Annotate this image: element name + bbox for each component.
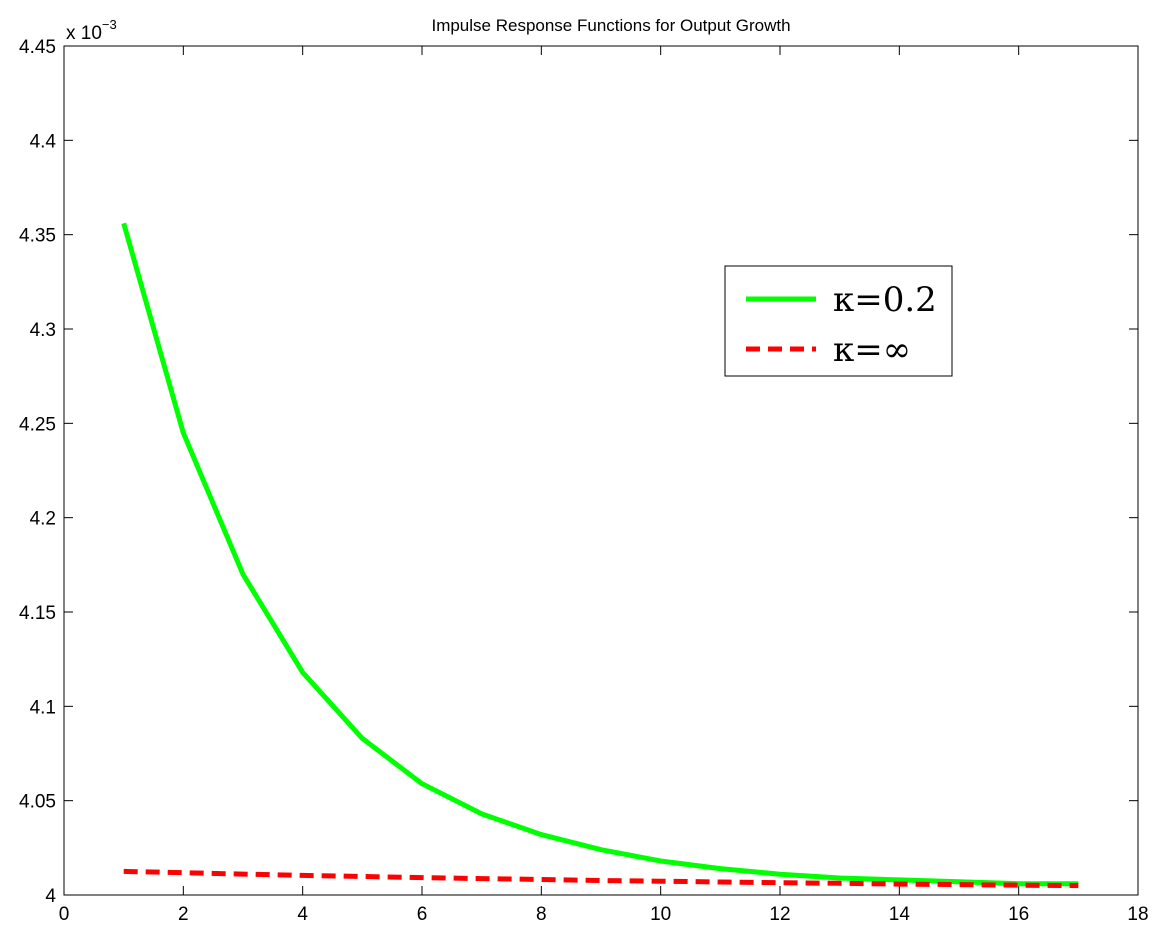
y-multiplier-exponent: −3 bbox=[102, 17, 117, 32]
series-layer bbox=[121, 222, 1079, 889]
x-tick-label: 6 bbox=[417, 904, 428, 925]
x-tick-label: 2 bbox=[178, 904, 189, 925]
chart-title: Impulse Response Functions for Output Gr… bbox=[431, 16, 790, 35]
y-tick-label: 4.05 bbox=[19, 792, 56, 813]
x-tick-label: 4 bbox=[297, 904, 308, 925]
plot-area bbox=[63, 45, 1139, 896]
x-tick-label: 18 bbox=[1127, 904, 1148, 925]
y-tick-label: 4 bbox=[45, 886, 56, 907]
y-tick-label: 4.25 bbox=[19, 414, 56, 435]
legend-box bbox=[724, 265, 953, 377]
axis-ticks: 0 2 4 6 8 10 12 14 16 18 4 4.05 4.1 4.15 4.2 4.25 4.3 4.3… bbox=[19, 37, 1149, 925]
y-tick-label: 4.3 bbox=[30, 320, 56, 341]
legend-label-kappa-infinity: κ=∞ bbox=[833, 330, 911, 370]
x-tick-label: 8 bbox=[536, 904, 547, 925]
y-tick-label: 4.45 bbox=[19, 37, 56, 58]
series-line-kappa-infinity bbox=[123, 868, 1079, 889]
x-tick-label: 0 bbox=[59, 904, 70, 925]
x-tick-label: 16 bbox=[1008, 904, 1029, 925]
y-tick-label: 4.4 bbox=[30, 131, 57, 152]
y-multiplier-base: x 10 bbox=[66, 23, 102, 44]
x-tick-label: 10 bbox=[650, 904, 671, 925]
y-tick-label: 4.1 bbox=[30, 697, 56, 718]
y-tick-label: 4.35 bbox=[19, 226, 56, 247]
x-tick-label: 12 bbox=[769, 904, 790, 925]
legend: κ=0.2 κ=∞ bbox=[724, 265, 953, 377]
series-line-kappa-0.2 bbox=[121, 222, 1079, 887]
y-multiplier: x 10−3 bbox=[66, 17, 117, 44]
x-tick-label: 14 bbox=[889, 904, 911, 925]
y-tick-label: 4.15 bbox=[19, 603, 56, 624]
y-tick-label: 4.2 bbox=[30, 509, 56, 530]
legend-label-kappa-0.2: κ=0.2 bbox=[833, 280, 937, 320]
